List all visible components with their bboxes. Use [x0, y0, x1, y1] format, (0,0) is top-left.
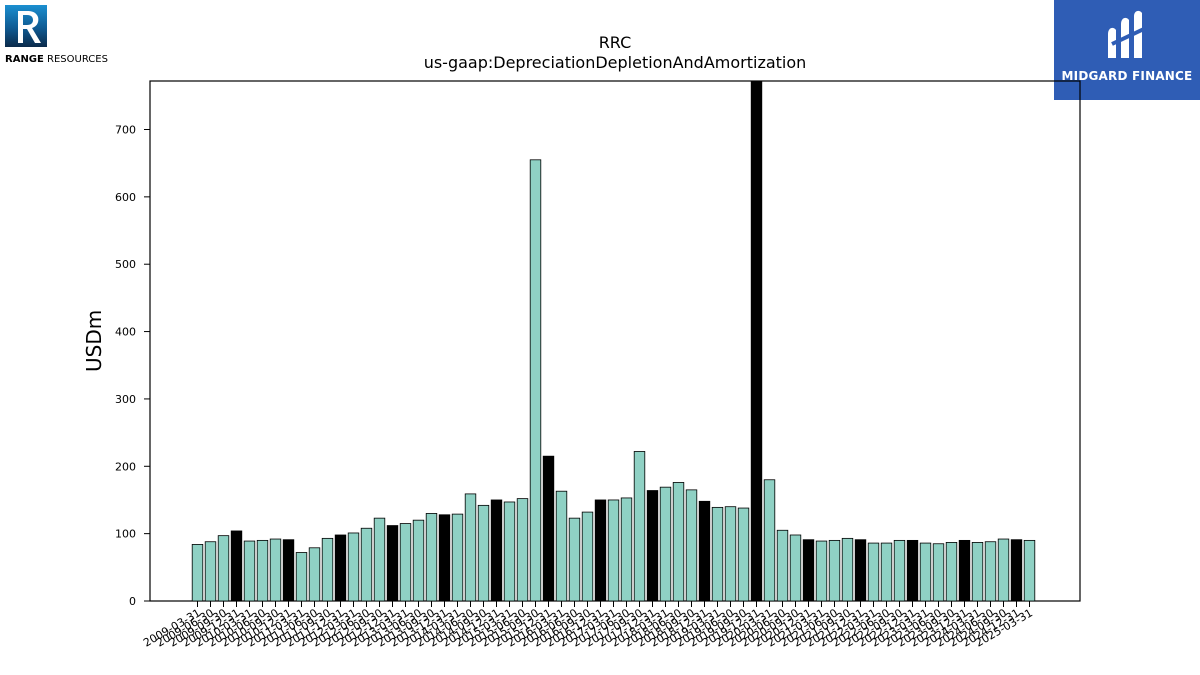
bar-2021-12-31: [854, 539, 867, 602]
bar-2017-03-31: [607, 499, 620, 602]
midgard-finance-logo: MIDGARD FINANCE: [1054, 0, 1200, 100]
bar-2024-03-31: [971, 542, 984, 602]
bar-2009-06-30: [204, 541, 217, 602]
bar-2021-03-31: [815, 540, 828, 602]
y-tick-label: 100: [115, 528, 136, 541]
midgard-finance-m-icon: [1108, 10, 1147, 59]
bar-2018-12-31: [698, 500, 711, 602]
bar-2009-09-30: [217, 535, 230, 602]
bar-2010-03-31: [243, 540, 256, 602]
bar-2022-09-30: [893, 539, 906, 602]
bar-2013-12-31: [438, 514, 451, 602]
bar-2022-12-31: [906, 539, 919, 602]
bar-2019-06-30: [724, 506, 737, 602]
bar-2024-06-30: [984, 541, 997, 602]
bar-2013-06-30: [412, 519, 425, 602]
bar-2023-12-31: [958, 539, 971, 602]
chart-title: RRC: [598, 33, 632, 52]
bar-2013-03-31: [399, 523, 412, 602]
bar-2014-12-31: [490, 499, 503, 602]
bar-2019-12-31: [750, 80, 763, 602]
range-resources-logo: RANGE RESOURCES: [4, 4, 134, 66]
bar-2010-06-30: [256, 539, 269, 602]
bar-2015-12-31: [542, 455, 555, 602]
bar-2013-09-30: [425, 513, 438, 602]
bar-2012-12-31: [386, 525, 399, 602]
bar-2016-06-30: [568, 517, 581, 602]
bar-2020-09-30: [789, 534, 802, 602]
bar-2011-12-31: [334, 534, 347, 602]
bar-2009-03-31: [191, 544, 204, 602]
bar-2024-12-31: [1010, 539, 1023, 602]
bar-2010-12-31: [282, 539, 295, 602]
bar-2012-03-31: [347, 532, 360, 602]
midgard-finance-wordmark: MIDGARD FINANCE: [1061, 69, 1193, 83]
y-tick-label: 600: [115, 191, 136, 204]
y-tick-label: 200: [115, 460, 136, 473]
bar-2014-03-31: [451, 513, 464, 602]
bar-2016-09-30: [581, 511, 594, 602]
bar-2016-03-31: [555, 490, 568, 602]
bar-2022-03-31: [867, 542, 880, 602]
bar-2023-03-31: [919, 542, 932, 602]
chart-subtitle: us-gaap:DepreciationDepletionAndAmortiza…: [423, 53, 807, 72]
y-tick-label: 0: [129, 595, 136, 608]
bar-2009-12-31: [230, 530, 243, 602]
bar-2025-03-31: [1023, 539, 1036, 602]
bar-2017-06-30: [620, 497, 633, 602]
bar-2019-09-30: [737, 507, 750, 602]
bar-2014-06-30: [464, 493, 477, 602]
bar-2018-09-30: [685, 489, 698, 602]
bar-2020-06-30: [776, 529, 789, 602]
bar-2023-09-30: [945, 542, 958, 602]
range-resources-r-icon: [5, 5, 47, 47]
bar-2015-03-31: [503, 501, 516, 602]
bar-2011-06-30: [308, 547, 321, 602]
bar-2014-09-30: [477, 504, 490, 602]
bar-2012-09-30: [373, 517, 386, 602]
bar-2010-09-30: [269, 538, 282, 602]
bar-2019-03-31: [711, 506, 724, 602]
bar-2022-06-30: [880, 542, 893, 602]
bar-2011-09-30: [321, 537, 334, 602]
bar-2016-12-31: [594, 499, 607, 602]
bar-2021-09-30: [841, 537, 854, 602]
bar-2017-09-30: [633, 451, 646, 602]
y-tick-label: 400: [115, 326, 136, 339]
range-resources-wordmark: RANGE RESOURCES: [5, 54, 108, 65]
bar-2024-09-30: [997, 538, 1010, 602]
bar-2015-09-30: [529, 159, 542, 602]
bar-2015-06-30: [516, 498, 529, 602]
y-tick-label: 300: [115, 393, 136, 406]
y-tick-label: 500: [115, 258, 136, 271]
y-tick-label: 700: [115, 123, 136, 136]
bar-2018-06-30: [672, 482, 685, 602]
bar-2017-12-31: [646, 490, 659, 602]
bar-2020-12-31: [802, 539, 815, 602]
bar-2020-03-31: [763, 479, 776, 602]
bar-2012-06-30: [360, 527, 373, 602]
bar-2018-03-31: [659, 486, 672, 602]
bar-2023-06-30: [932, 543, 945, 602]
bar-2011-03-31: [295, 552, 308, 602]
bar-2021-06-30: [828, 539, 841, 602]
